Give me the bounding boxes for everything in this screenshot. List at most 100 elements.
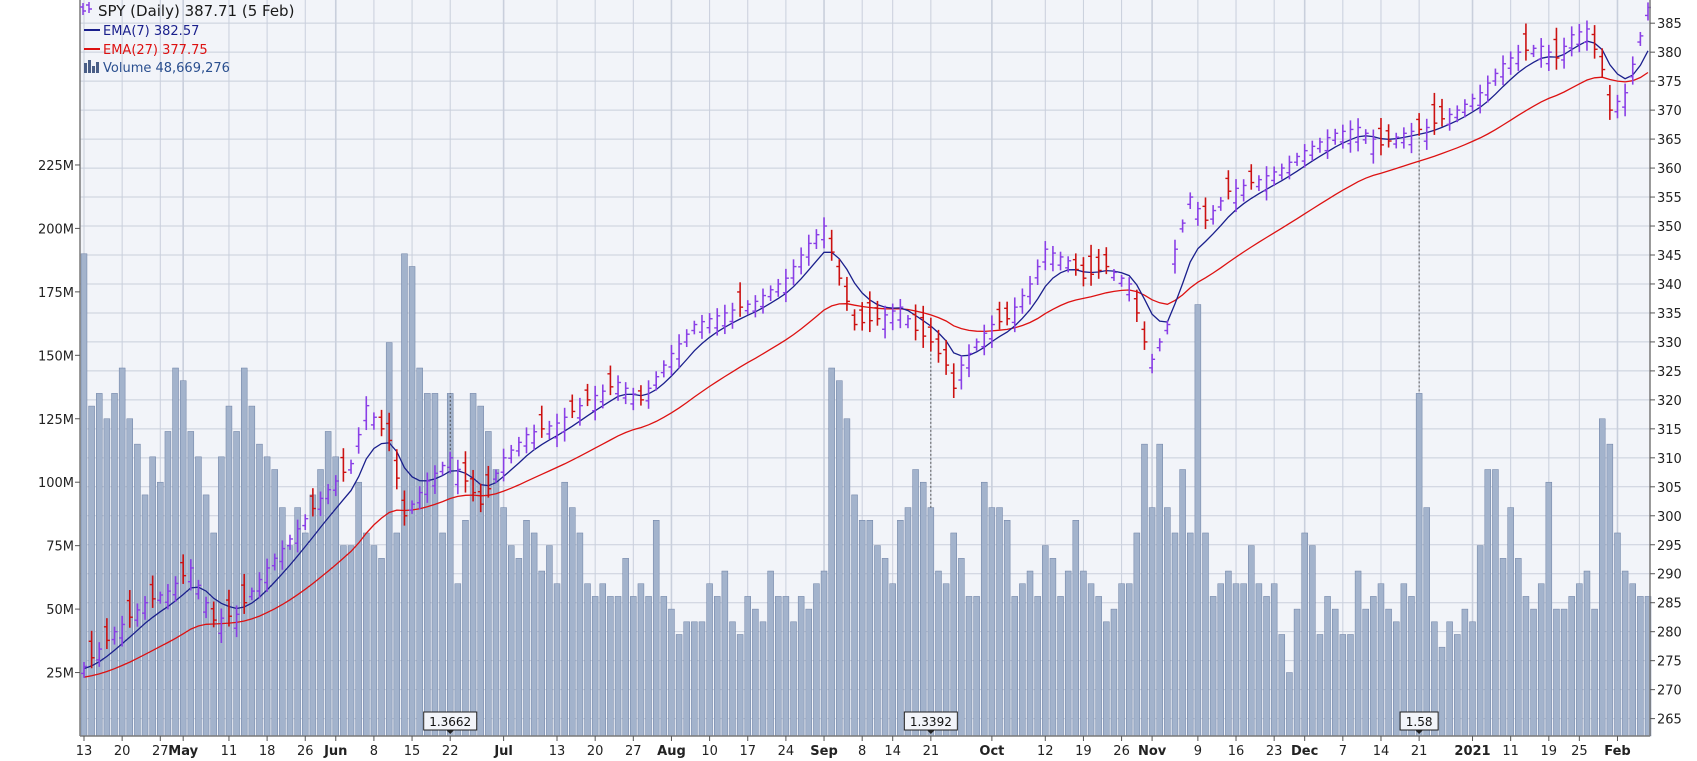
volume-bar <box>805 608 813 737</box>
volume-bar <box>111 393 118 737</box>
volume-bar <box>1331 608 1339 737</box>
volume-bar <box>1492 469 1499 737</box>
volume-bar <box>912 469 919 737</box>
volume-bar <box>820 570 828 737</box>
price-tick-label: 335 <box>1657 307 1682 322</box>
volume-bar <box>775 596 782 737</box>
volume-bar <box>225 405 233 737</box>
volume-bar <box>1621 570 1629 737</box>
volume-bar <box>1309 545 1316 737</box>
volume-bar <box>370 545 378 737</box>
volume-bar <box>1522 596 1530 737</box>
volume-bar <box>767 570 774 737</box>
price-tick-label: 270 <box>1657 684 1682 699</box>
date-tick-label: Jul <box>493 744 513 759</box>
volume-bar <box>958 558 965 737</box>
volume-bar <box>637 583 645 737</box>
volume-bar <box>1003 520 1011 737</box>
volume-bar <box>1377 583 1385 737</box>
volume-bar <box>1225 570 1232 737</box>
volume-bar <box>1080 570 1087 737</box>
volume-bar <box>1568 596 1575 737</box>
volume-bar <box>729 621 736 737</box>
volume-bar <box>1415 393 1423 737</box>
volume-bar <box>897 520 904 737</box>
annotation-label: 1.3662 <box>429 715 471 729</box>
volume-bar <box>1263 596 1270 737</box>
date-tick-label: 11 <box>221 744 238 759</box>
volume-bar <box>1240 583 1247 737</box>
volume-bar <box>950 532 957 737</box>
price-tick-label: 385 <box>1657 17 1682 32</box>
date-tick-label: Oct <box>979 744 1004 759</box>
date-tick-label: 25 <box>1571 744 1588 759</box>
volume-bar <box>1637 596 1644 737</box>
volume-bar <box>332 456 339 737</box>
volume-bar <box>1484 469 1492 737</box>
volume-bar <box>759 621 767 737</box>
price-tick-label: 285 <box>1657 597 1682 612</box>
volume-bar <box>1270 583 1278 737</box>
legend-ema7: EMA(7) 382.57 <box>103 24 199 39</box>
volume-bar <box>782 596 790 737</box>
ema7-line <box>83 40 1649 670</box>
volume-bar <box>1339 634 1347 737</box>
date-tick-label: 2021 <box>1454 744 1490 759</box>
date-tick-label: Aug <box>657 744 686 759</box>
date-tick-label: Nov <box>1138 744 1167 759</box>
date-tick-label: 9 <box>1194 744 1202 759</box>
volume-bar <box>1354 570 1362 737</box>
volume-bar <box>591 596 599 737</box>
date-tick-label: 26 <box>297 744 314 759</box>
volume-bar <box>233 431 240 737</box>
date-tick-label: Feb <box>1604 744 1630 759</box>
volume-bar <box>630 596 637 737</box>
volume-bar <box>1316 634 1324 737</box>
volume-bar <box>469 393 477 737</box>
price-tick-label: 355 <box>1657 191 1682 206</box>
volume-bar <box>904 507 912 737</box>
date-tick-label: 14 <box>884 744 901 759</box>
date-tick-label: 20 <box>114 744 131 759</box>
volume-bar <box>103 418 111 737</box>
volume-bar <box>477 405 484 737</box>
volume-bar <box>1118 583 1125 737</box>
date-tick-label: 19 <box>1075 744 1092 759</box>
volume-annotations: 1.3662 1.3392 1.58 <box>423 137 1439 734</box>
volume-bar <box>1141 443 1148 737</box>
volume-bar <box>622 558 629 737</box>
date-tick-label: 10 <box>701 744 718 759</box>
price-tick-label: 365 <box>1657 133 1682 148</box>
volume-bar <box>378 558 385 737</box>
volume-bar <box>1560 608 1568 737</box>
volume-bar <box>981 481 988 737</box>
price-tick-label: 290 <box>1657 568 1682 583</box>
volume-bar <box>1423 507 1430 737</box>
volume-bar <box>1034 596 1041 737</box>
volume-bar <box>523 520 530 737</box>
volume-bar <box>996 507 1003 737</box>
volume-bar <box>691 621 698 737</box>
price-tick-label: 350 <box>1657 220 1682 235</box>
volume-bar <box>851 494 858 737</box>
volume-bar <box>645 596 652 737</box>
date-tick-label: 12 <box>1037 744 1054 759</box>
volume-bar <box>1042 545 1049 737</box>
volume-bar <box>1598 418 1606 737</box>
legend-title: SPY (Daily) 387.71 (5 Feb) <box>98 2 294 20</box>
volume-bar <box>1583 570 1591 737</box>
volume-bar <box>1553 608 1560 737</box>
volume-bar <box>1087 583 1095 737</box>
volume-bar <box>881 558 889 737</box>
volume-tick-label: 75M <box>46 540 74 555</box>
volume-bar <box>988 507 996 737</box>
ohlc-bars <box>81 2 1651 678</box>
ema7-line-group <box>83 40 1649 670</box>
volume-bar <box>1187 532 1194 737</box>
volume-bar <box>660 596 668 737</box>
annotation-arrow <box>446 730 455 734</box>
price-tick-label: 265 <box>1657 713 1682 728</box>
volume-bar <box>675 634 683 737</box>
plot-frame <box>79 0 1651 737</box>
volume-bar <box>1591 608 1598 737</box>
